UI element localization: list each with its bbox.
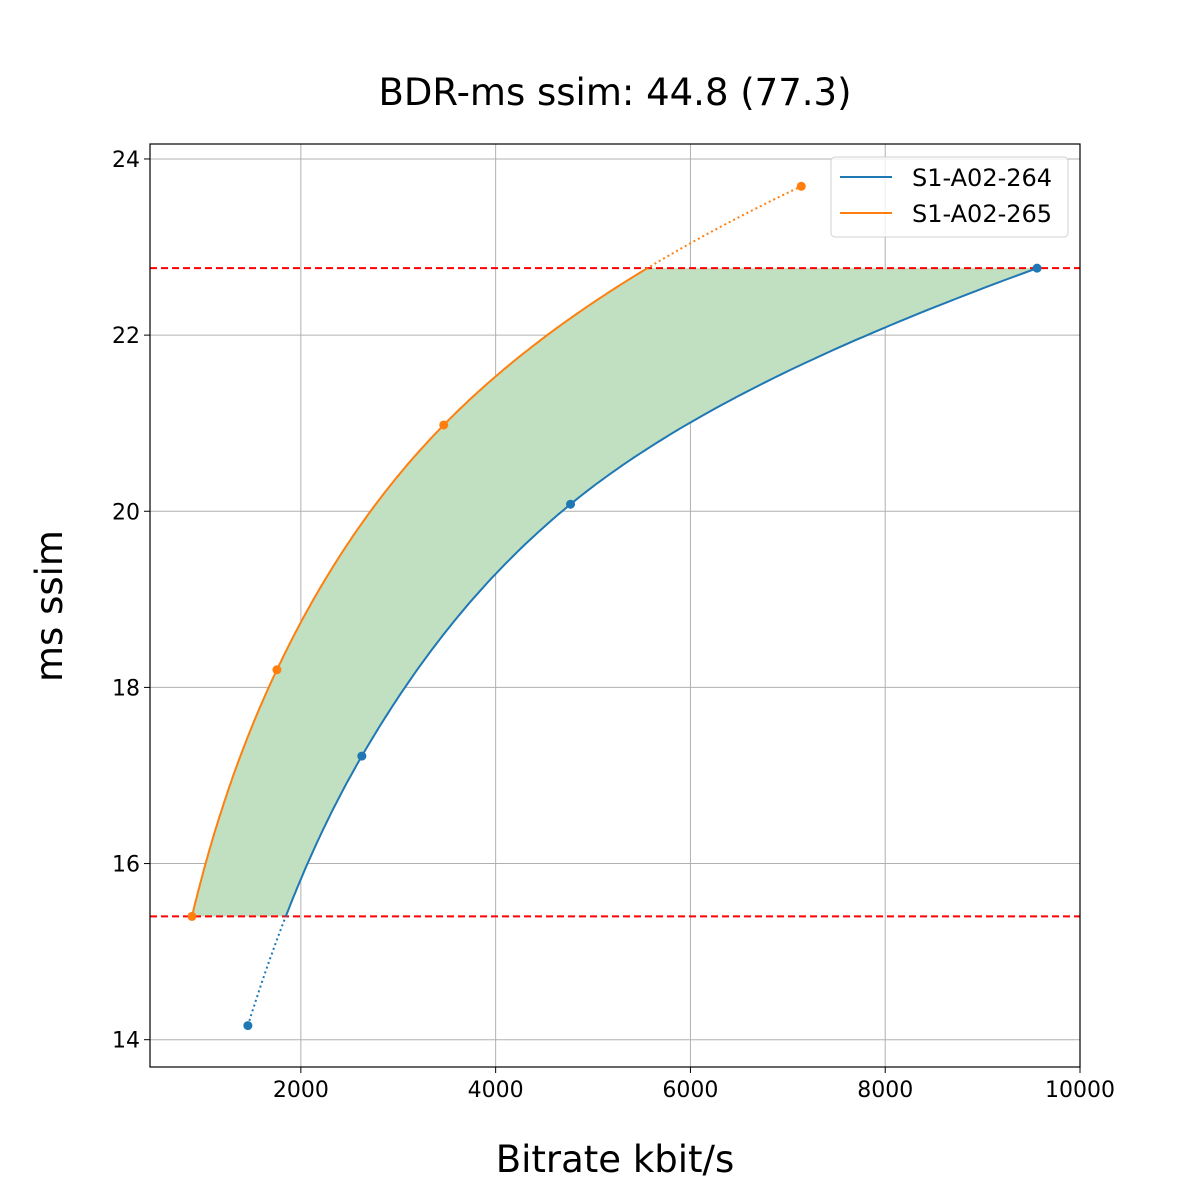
y-tick-label: 14 <box>112 1029 140 1054</box>
chart-title: BDR-ms ssim: 44.8 (77.3) <box>378 71 851 114</box>
ticks: 2000 4000 6000 8000 10000 14 16 18 20 22 24 <box>112 148 1115 1103</box>
fill-between-polygon <box>191 268 1038 917</box>
y-axis-label: ms ssim <box>28 530 71 682</box>
plot-frame <box>149 143 1081 1068</box>
x-tick-label: 8000 <box>857 1078 913 1103</box>
y-tick-label: 22 <box>112 324 140 349</box>
y-tick-label: 20 <box>112 500 140 525</box>
y-tick-label: 24 <box>112 148 140 173</box>
data-point <box>796 181 806 191</box>
reference-lines <box>150 267 1080 918</box>
series-line <box>284 268 1038 917</box>
data-point <box>357 751 367 761</box>
data-point <box>187 911 197 921</box>
x-tick-label: 6000 <box>662 1078 718 1103</box>
legend-label-265: S1-A02-265 <box>912 200 1052 228</box>
legend-label-264: S1-A02-264 <box>912 164 1052 192</box>
series-line <box>191 268 650 917</box>
x-tick-label: 2000 <box>273 1078 329 1103</box>
fill-between-area <box>191 268 1038 917</box>
y-tick-label: 18 <box>112 676 140 701</box>
x-axis-label: Bitrate kbit/s <box>496 1138 735 1181</box>
data-point <box>272 665 282 675</box>
data-point <box>243 1021 253 1031</box>
legend: S1-A02-264 S1-A02-265 <box>830 156 1069 238</box>
data-point <box>566 499 576 509</box>
y-tick-label: 16 <box>112 853 140 878</box>
data-point <box>1032 263 1042 273</box>
x-tick-label: 4000 <box>468 1078 524 1103</box>
series-group <box>187 181 1042 1031</box>
x-tick-label: 10000 <box>1045 1078 1115 1103</box>
data-point <box>439 420 449 430</box>
